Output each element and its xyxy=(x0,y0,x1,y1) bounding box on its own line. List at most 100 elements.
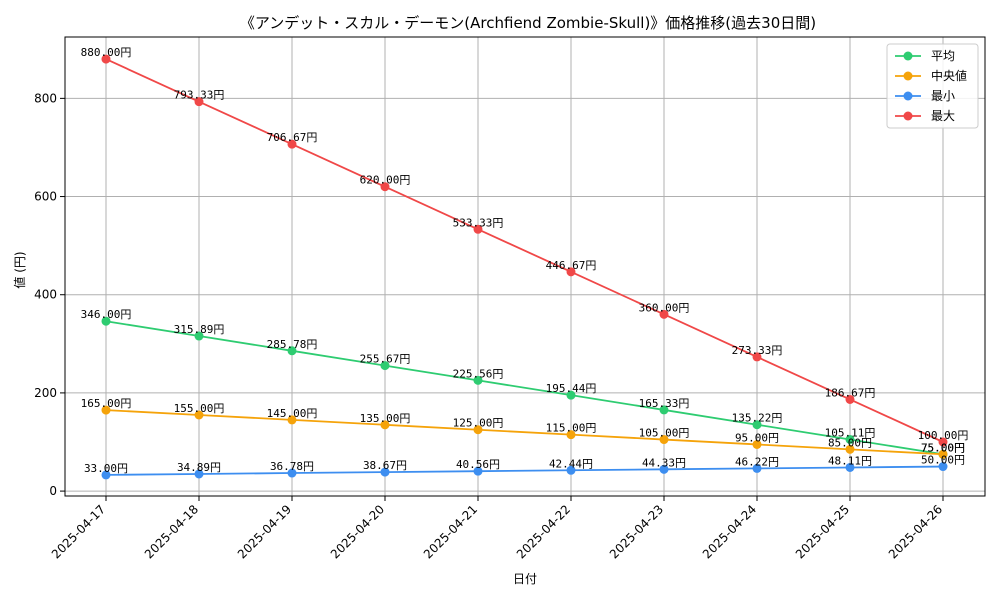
data-label: 34.89円 xyxy=(177,461,221,474)
data-point xyxy=(101,54,111,64)
data-label: 255.67円 xyxy=(360,353,411,366)
data-label: 36.78円 xyxy=(270,460,314,473)
data-point xyxy=(938,449,948,459)
data-label: 880.00円 xyxy=(81,46,132,59)
data-label: 105.11円 xyxy=(825,426,876,439)
data-label: 95.00円 xyxy=(735,431,779,444)
data-labels: 346.00円 315.89円 285.78円 255.67円 225.56円 195.4… xyxy=(81,46,969,475)
data-label: 360.00円 xyxy=(639,301,690,314)
data-label: 40.56円 xyxy=(456,458,500,471)
data-point xyxy=(845,444,855,454)
data-point xyxy=(194,331,204,341)
x-axis-label: 日付 xyxy=(513,572,537,586)
data-point xyxy=(566,465,576,475)
data-label: 33.00円 xyxy=(84,462,128,475)
data-point xyxy=(938,437,948,447)
data-label: 135.22円 xyxy=(732,412,783,425)
legend-marker xyxy=(903,91,913,101)
data-label: 115.00円 xyxy=(546,422,597,435)
legend-marker xyxy=(903,111,913,121)
data-point xyxy=(473,375,483,385)
data-point xyxy=(101,470,111,480)
x-tick-label: 2025-04-20 xyxy=(328,502,387,561)
y-tick-label: 600 xyxy=(34,190,57,204)
legend-label: 最大 xyxy=(931,109,955,123)
x-tick-label: 2025-04-22 xyxy=(514,502,573,561)
x-tick-label: 2025-04-25 xyxy=(793,502,852,561)
legend-label: 中央値 xyxy=(931,68,967,83)
data-label: 75.00円 xyxy=(921,441,965,454)
data-label: 38.67円 xyxy=(363,459,407,472)
data-label: 533.33円 xyxy=(453,216,504,229)
data-point xyxy=(845,434,855,444)
series-layer xyxy=(101,54,948,480)
legend-marker xyxy=(903,71,913,81)
data-label: 75.00円 xyxy=(921,441,965,454)
legend-box xyxy=(886,43,979,129)
data-point xyxy=(566,430,576,440)
chart-title: 《アンデット・スカル・デーモン(Archfiend Zombie-Skull)》… xyxy=(240,14,816,32)
x-tick-label: 2025-04-17 xyxy=(49,502,108,561)
data-point xyxy=(845,394,855,404)
data-label: 155.00円 xyxy=(174,402,225,415)
data-label: 125.00円 xyxy=(453,417,504,430)
x-tick-label: 2025-04-19 xyxy=(235,502,294,561)
x-tick-label: 2025-04-23 xyxy=(607,502,666,561)
data-point xyxy=(752,463,762,473)
legend-marker xyxy=(903,51,913,61)
data-label: 620.00円 xyxy=(360,174,411,187)
legend-label: 平均 xyxy=(931,49,955,63)
data-label: 706.67円 xyxy=(267,131,318,144)
data-point xyxy=(380,420,390,430)
y-tick-label: 400 xyxy=(34,288,57,302)
data-label: 165.00円 xyxy=(81,397,132,410)
data-label: 135.00円 xyxy=(360,412,411,425)
y-tick-label: 800 xyxy=(34,91,57,105)
data-label: 285.78円 xyxy=(267,338,318,351)
legend-label: 最小 xyxy=(931,89,955,103)
series-line-2 xyxy=(105,465,944,476)
data-label: 42.44円 xyxy=(549,457,593,470)
data-point xyxy=(659,464,669,474)
series-line-3 xyxy=(105,58,944,443)
data-label: 315.89円 xyxy=(174,323,225,336)
data-point xyxy=(659,405,669,415)
data-point xyxy=(938,462,948,472)
data-label: 165.33円 xyxy=(639,397,690,410)
data-point xyxy=(845,462,855,472)
grid xyxy=(65,37,985,496)
data-point xyxy=(101,316,111,326)
y-tick-label: 0 xyxy=(49,484,57,498)
data-label: 273.33円 xyxy=(732,344,783,357)
data-point xyxy=(194,469,204,479)
series-line-0 xyxy=(105,320,944,456)
data-point xyxy=(287,346,297,356)
data-label: 105.00円 xyxy=(639,427,690,440)
data-label: 46.22円 xyxy=(735,455,779,468)
y-tick-label: 200 xyxy=(34,386,57,400)
data-point xyxy=(380,467,390,477)
data-point xyxy=(473,224,483,234)
data-point xyxy=(380,182,390,192)
data-label: 50.00円 xyxy=(921,454,965,467)
x-tick-label: 2025-04-26 xyxy=(886,502,945,561)
x-tick-label: 2025-04-21 xyxy=(421,502,480,561)
data-point xyxy=(752,439,762,449)
data-point xyxy=(659,309,669,319)
data-label: 446.67円 xyxy=(546,259,597,272)
data-point xyxy=(566,390,576,400)
x-tick-label: 2025-04-24 xyxy=(700,502,759,561)
data-label: 85.00円 xyxy=(828,436,872,449)
data-point xyxy=(194,97,204,107)
data-point xyxy=(659,435,669,445)
data-point xyxy=(287,415,297,425)
data-label: 195.44円 xyxy=(546,382,597,395)
data-point xyxy=(380,361,390,371)
data-point xyxy=(101,405,111,415)
data-point xyxy=(194,410,204,420)
y-axis-label: 値 (円) xyxy=(12,251,27,288)
series-line-1 xyxy=(105,409,944,456)
data-point xyxy=(752,420,762,430)
data-label: 44.33円 xyxy=(642,456,686,469)
